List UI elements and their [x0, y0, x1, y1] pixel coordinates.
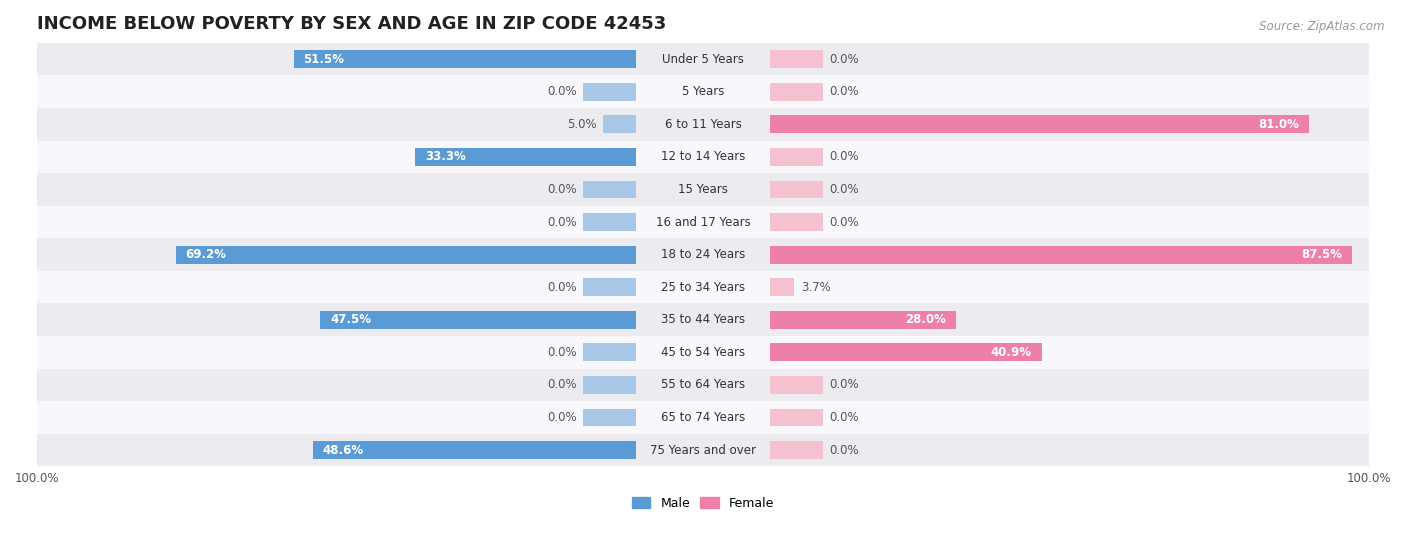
Text: 65 to 74 Years: 65 to 74 Years [661, 411, 745, 424]
Text: 3.7%: 3.7% [801, 281, 831, 293]
Bar [37, 173, 1369, 206]
Text: 0.0%: 0.0% [830, 378, 859, 391]
Text: 55 to 64 Years: 55 to 64 Years [661, 378, 745, 391]
Bar [37, 43, 1369, 75]
Bar [583, 278, 637, 296]
Bar [583, 213, 637, 231]
Text: 12 to 14 Years: 12 to 14 Years [661, 150, 745, 163]
Bar [37, 206, 1369, 238]
Bar [583, 376, 637, 394]
Bar [415, 148, 637, 166]
Text: 0.0%: 0.0% [830, 183, 859, 196]
Bar [583, 83, 637, 101]
Bar [37, 401, 1369, 434]
Text: 16 and 17 Years: 16 and 17 Years [655, 216, 751, 229]
Bar [769, 83, 823, 101]
Bar [769, 245, 1353, 264]
Text: 18 to 24 Years: 18 to 24 Years [661, 248, 745, 261]
Text: 75 Years and over: 75 Years and over [650, 443, 756, 457]
Bar [37, 368, 1369, 401]
Text: 0.0%: 0.0% [830, 216, 859, 229]
Bar [37, 75, 1369, 108]
Text: 45 to 54 Years: 45 to 54 Years [661, 346, 745, 359]
Text: 0.0%: 0.0% [547, 216, 576, 229]
Bar [37, 108, 1369, 141]
Text: 81.0%: 81.0% [1258, 118, 1299, 131]
Bar [769, 311, 956, 329]
Text: 0.0%: 0.0% [547, 281, 576, 293]
Text: 47.5%: 47.5% [330, 313, 371, 326]
Text: 33.3%: 33.3% [425, 150, 465, 163]
Bar [769, 115, 1309, 133]
Bar [769, 278, 794, 296]
Text: 15 Years: 15 Years [678, 183, 728, 196]
Text: 51.5%: 51.5% [304, 53, 344, 65]
Bar [769, 441, 823, 459]
Bar [769, 148, 823, 166]
Text: 25 to 34 Years: 25 to 34 Years [661, 281, 745, 293]
Text: 0.0%: 0.0% [547, 346, 576, 359]
Text: 0.0%: 0.0% [830, 150, 859, 163]
Bar [769, 181, 823, 198]
Text: 40.9%: 40.9% [991, 346, 1032, 359]
Bar [37, 271, 1369, 304]
Bar [583, 343, 637, 361]
Text: 87.5%: 87.5% [1301, 248, 1343, 261]
Bar [294, 50, 637, 68]
Text: 5 Years: 5 Years [682, 86, 724, 98]
Text: Source: ZipAtlas.com: Source: ZipAtlas.com [1260, 20, 1385, 32]
Text: 0.0%: 0.0% [547, 378, 576, 391]
Text: 0.0%: 0.0% [830, 86, 859, 98]
Bar [37, 238, 1369, 271]
Text: 69.2%: 69.2% [186, 248, 226, 261]
Text: 28.0%: 28.0% [905, 313, 946, 326]
Text: 48.6%: 48.6% [323, 443, 364, 457]
Text: 6 to 11 Years: 6 to 11 Years [665, 118, 741, 131]
Bar [769, 343, 1042, 361]
Text: 0.0%: 0.0% [830, 411, 859, 424]
Text: 0.0%: 0.0% [547, 183, 576, 196]
Legend: Male, Female: Male, Female [627, 492, 779, 515]
Text: 0.0%: 0.0% [547, 86, 576, 98]
Bar [321, 311, 637, 329]
Bar [603, 115, 637, 133]
Bar [37, 304, 1369, 336]
Bar [769, 50, 823, 68]
Bar [37, 434, 1369, 466]
Bar [37, 336, 1369, 368]
Bar [769, 376, 823, 394]
Text: INCOME BELOW POVERTY BY SEX AND AGE IN ZIP CODE 42453: INCOME BELOW POVERTY BY SEX AND AGE IN Z… [37, 15, 666, 33]
Bar [176, 245, 637, 264]
Text: 5.0%: 5.0% [567, 118, 596, 131]
Text: 0.0%: 0.0% [830, 53, 859, 65]
Bar [769, 409, 823, 427]
Bar [314, 441, 637, 459]
Bar [37, 141, 1369, 173]
Text: 0.0%: 0.0% [830, 443, 859, 457]
Bar [583, 409, 637, 427]
Text: 0.0%: 0.0% [547, 411, 576, 424]
Bar [583, 181, 637, 198]
Bar [769, 213, 823, 231]
Text: Under 5 Years: Under 5 Years [662, 53, 744, 65]
Text: 35 to 44 Years: 35 to 44 Years [661, 313, 745, 326]
